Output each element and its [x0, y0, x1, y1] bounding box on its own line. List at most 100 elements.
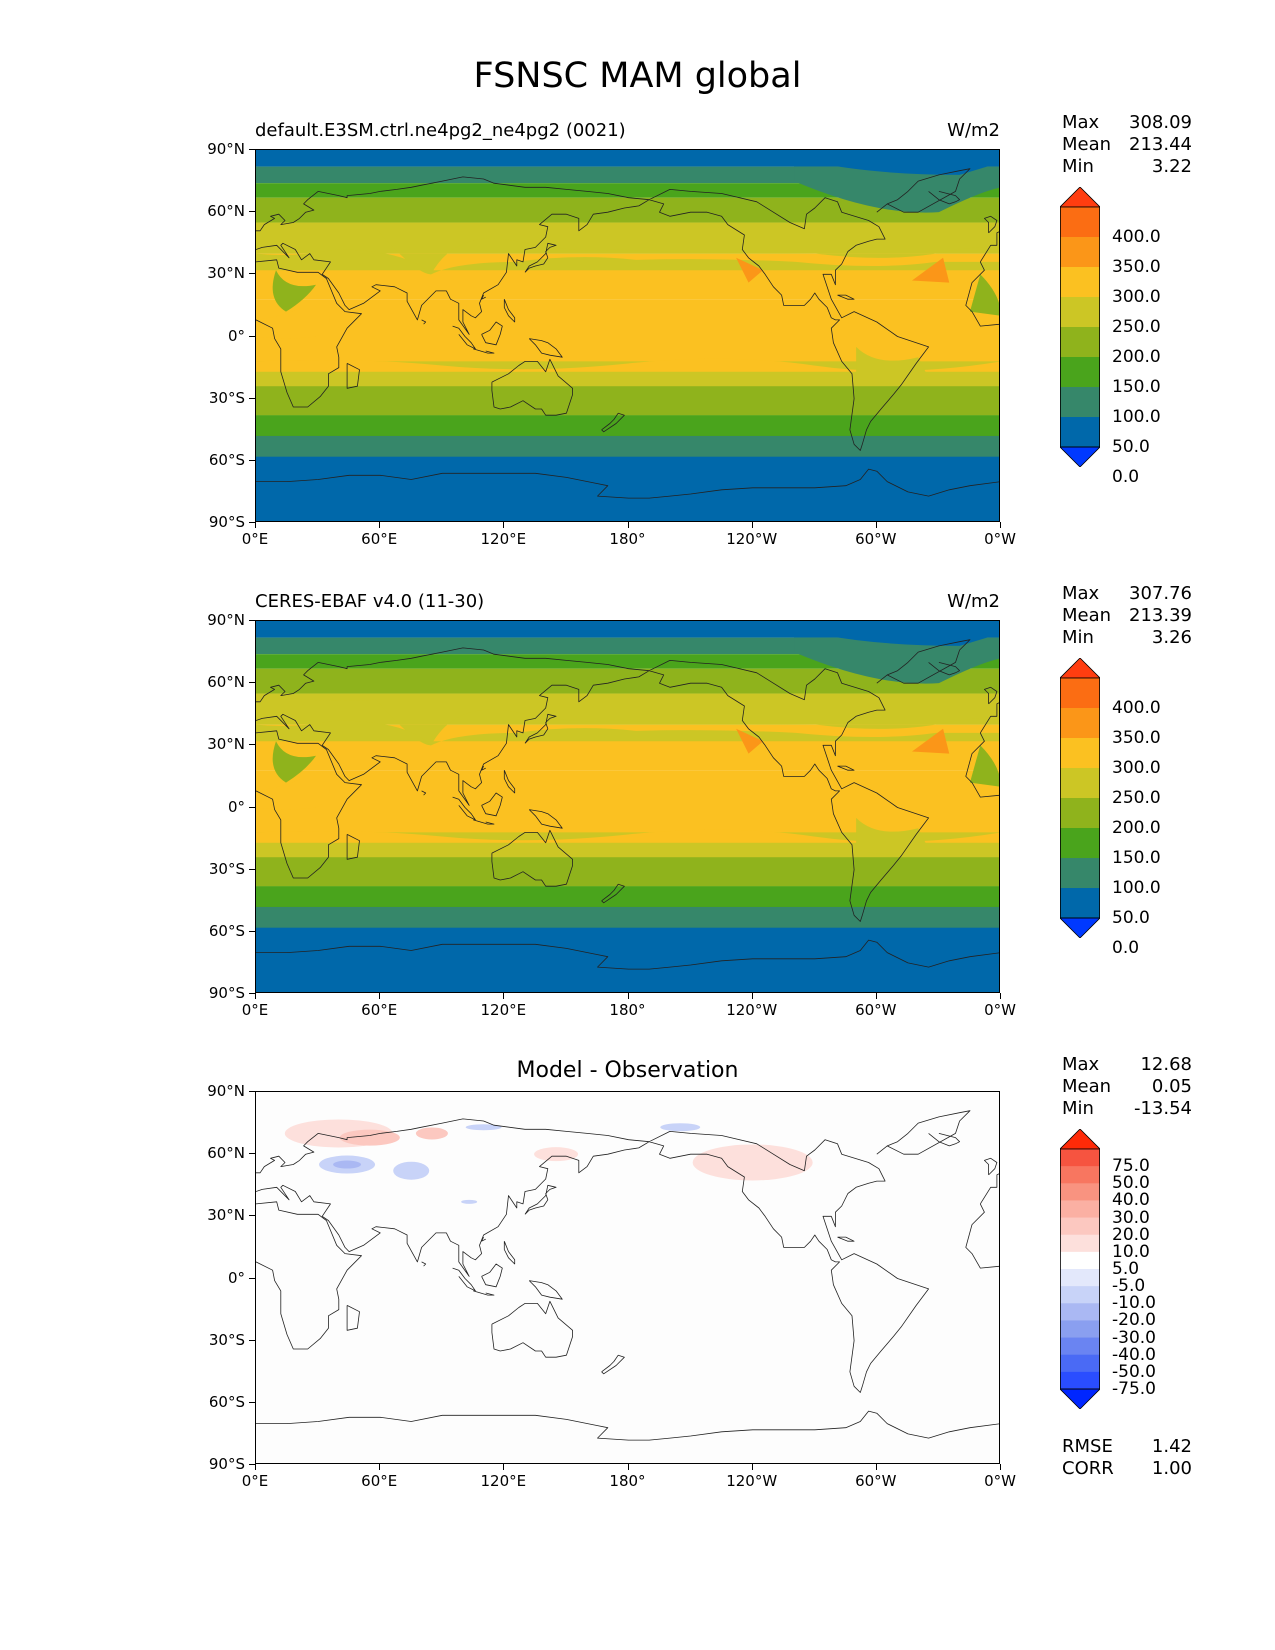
contour-fills	[256, 1092, 999, 1463]
colorbar-segment	[1060, 1269, 1100, 1287]
stat-value: 308.09	[1129, 112, 1192, 133]
colorbar-segment	[1060, 1149, 1100, 1167]
map-plot-model	[255, 149, 1000, 522]
lat-tick	[249, 1277, 255, 1279]
lon-tick-label: 0°E	[241, 530, 269, 548]
lat-tick	[249, 930, 255, 932]
stat-label: Mean	[1062, 605, 1112, 626]
lat-tick-label: 60°N	[207, 673, 245, 692]
lat-tick	[249, 993, 255, 994]
contour-peak	[912, 257, 950, 283]
lat-tick-label: 90°N	[207, 1082, 245, 1100]
coastline	[649, 189, 929, 451]
lon-tick-label: 180°	[609, 530, 646, 548]
stat-max: Max 307.76	[1062, 583, 1192, 605]
lat-tick-label: 90°N	[207, 140, 245, 158]
stat-label: Mean	[1062, 1076, 1112, 1097]
stat-value: 0.05	[1151, 1076, 1192, 1097]
lon-tick	[379, 1464, 381, 1470]
colorbar-segment	[1060, 1371, 1100, 1390]
lat-tick	[249, 1339, 255, 1341]
colorbar-svg	[1059, 186, 1101, 468]
coastline	[491, 829, 574, 887]
stat-value: 3.26	[1151, 627, 1192, 648]
coastline	[503, 299, 516, 323]
colorbar-tick-label: 250.0	[1112, 317, 1161, 337]
coastline-antarctica	[256, 468, 999, 499]
lat-tick-label: 60°S	[208, 1392, 245, 1411]
lon-tick-label: 0°W	[984, 530, 1016, 548]
contour-band	[256, 299, 999, 368]
contour-map	[256, 150, 999, 521]
colorbar-segment	[1060, 1166, 1100, 1184]
coastline	[481, 1236, 486, 1242]
colorbar-tick-label: 0.0	[1112, 467, 1140, 487]
contour-patch	[794, 637, 999, 684]
coastline	[837, 765, 855, 771]
contour-band	[256, 415, 999, 436]
colorbar-tick-label: 10.0	[1112, 1241, 1150, 1262]
lon-tick-label: 120°W	[726, 1472, 778, 1490]
colorbar-tick-label: 250.0	[1112, 788, 1161, 808]
colorbar-outline	[1060, 206, 1101, 448]
colorbar-segment	[1060, 1251, 1100, 1270]
coastline	[481, 1263, 503, 1288]
coastline	[601, 1354, 625, 1375]
stat-label: Max	[1062, 583, 1100, 604]
stat-label: CORR	[1062, 1458, 1114, 1479]
colorbar-tick-label: 350.0	[1112, 728, 1161, 748]
colorbar-segment	[1060, 237, 1100, 268]
stat-label: Max	[1062, 112, 1100, 133]
contour-peak	[736, 257, 764, 283]
contour-band	[256, 906, 999, 928]
contour-map	[256, 1092, 999, 1463]
contour-band	[256, 770, 999, 839]
colorbar-tick-label: 30.0	[1112, 1207, 1150, 1228]
contour-background	[256, 1092, 999, 1463]
colorbar-segment	[1060, 1303, 1100, 1321]
coastlines	[256, 168, 999, 499]
contour-band	[256, 621, 999, 638]
colorbar-segment	[1060, 1200, 1100, 1219]
contour-band	[256, 358, 999, 372]
lon-tick-label: 120°E	[480, 530, 527, 548]
coastline	[346, 1305, 360, 1331]
coastline	[876, 1110, 971, 1155]
contour-band	[256, 150, 999, 167]
stat-label: Min	[1062, 627, 1094, 648]
colorbar-segment	[1060, 1234, 1100, 1253]
colorbar-segment	[1060, 708, 1100, 739]
coastline	[601, 883, 625, 904]
lon-tick	[875, 1464, 877, 1470]
lat-tick-label: 90°S	[208, 984, 245, 1002]
coastlines	[256, 1110, 999, 1441]
colorbar-segment	[1060, 297, 1100, 328]
coastline	[346, 363, 360, 389]
colorbar	[1059, 186, 1101, 468]
anomaly-patch	[692, 1144, 813, 1181]
stat-label: Mean	[1062, 134, 1112, 155]
lat-tick-label: 30°N	[207, 1206, 245, 1225]
stat-label: Min	[1062, 1098, 1094, 1119]
lon-tick	[751, 522, 753, 528]
coastline	[979, 231, 999, 263]
coastline	[965, 732, 999, 798]
stat-mean: Mean 0.05	[1062, 1076, 1192, 1098]
lon-tick-label: 60°W	[855, 530, 897, 548]
coastline	[421, 1261, 427, 1267]
stat-value: 213.39	[1129, 605, 1192, 626]
lat-tick	[249, 1464, 255, 1465]
colorbar-extend-min	[1059, 1388, 1101, 1410]
colorbar-extend-max	[1059, 657, 1101, 679]
map-plot-difference	[255, 1091, 1000, 1464]
coastline	[528, 809, 563, 829]
colorbar-segment	[1060, 1354, 1100, 1373]
lat-tick-label: 30°S	[208, 388, 245, 407]
colorbar-svg	[1059, 1128, 1101, 1410]
lon-tick-label: 0°W	[984, 1472, 1016, 1490]
lon-tick	[875, 993, 877, 999]
lat-tick-label: 0°	[227, 1268, 245, 1287]
coastline	[965, 1203, 999, 1269]
contour-fills	[256, 621, 999, 992]
lon-tick	[1000, 522, 1001, 528]
